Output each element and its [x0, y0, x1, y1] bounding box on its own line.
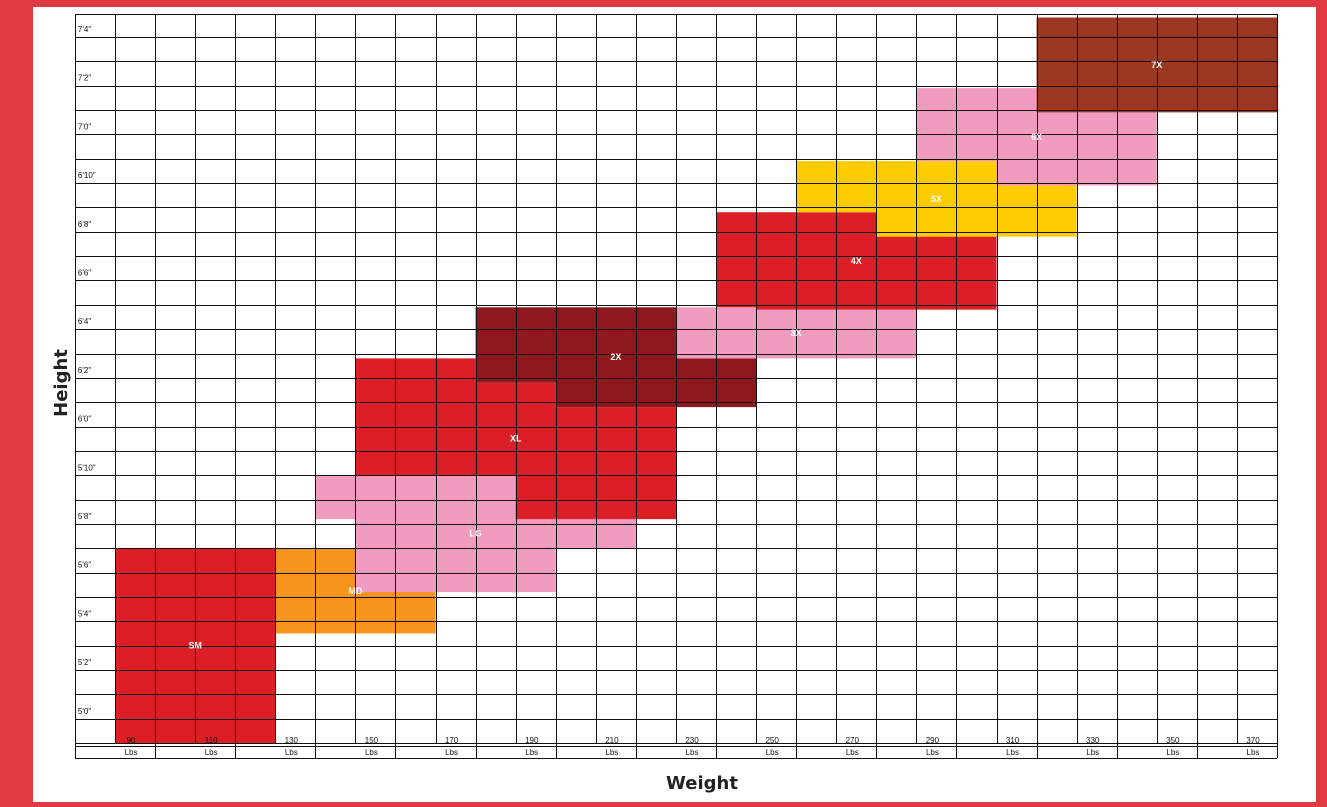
x-tick-unit: Lbs: [525, 748, 538, 757]
x-tick-label: 330: [1086, 736, 1100, 745]
y-tick-label: 5'2": [78, 658, 91, 667]
x-tick-unit: Lbs: [926, 748, 939, 757]
x-tick-unit: Lbs: [285, 748, 298, 757]
size-region-label-3x: 3X: [791, 328, 802, 338]
size-region-label-lg: LG: [469, 529, 482, 539]
size-region-label-7x: 7X: [1151, 60, 1162, 70]
y-tick-label: 6'10": [78, 171, 96, 180]
size-region-label-md: MD: [348, 586, 362, 596]
size-region-label-xl: XL: [510, 434, 522, 444]
y-axis-title: Height: [51, 349, 72, 417]
y-tick-label: 5'8": [78, 512, 91, 521]
x-tick-label: 370: [1246, 736, 1260, 745]
x-tick-unit: Lbs: [125, 748, 138, 757]
y-tick-label: 5'6": [78, 561, 91, 570]
size-region-xl: [355, 358, 676, 520]
y-tick-label: 6'2": [78, 366, 91, 375]
y-tick-label: 7'4": [78, 25, 91, 34]
x-tick-label: 90: [127, 736, 136, 745]
x-tick-label: 350: [1166, 736, 1180, 745]
size-region-5x: [796, 161, 1077, 237]
x-tick-label: 230: [685, 736, 699, 745]
y-tick-label: 6'0": [78, 415, 91, 424]
size-regions: [115, 17, 1278, 744]
y-tick-label: 6'8": [78, 220, 91, 229]
x-tick-unit: Lbs: [1006, 748, 1019, 757]
y-tick-label: 7'2": [78, 74, 91, 83]
size-region-label-sm: SM: [188, 641, 202, 651]
size-region-4x: [716, 212, 997, 310]
size-region-7x: [1036, 17, 1278, 113]
size-region-label-5x: 5X: [931, 194, 942, 204]
size-region-label-4x: 4X: [851, 256, 862, 266]
x-tick-unit: Lbs: [1166, 748, 1179, 757]
x-tick-label: 310: [1006, 736, 1020, 745]
x-tick-label: 190: [525, 736, 539, 745]
x-tick-label: 110: [205, 736, 218, 745]
x-tick-unit: Lbs: [686, 748, 699, 757]
grid-lines: [74, 14, 1278, 759]
y-tick-labels: 5'0" 5'2" 5'4" 5'6" 5'8" 5'10" 6'0" 6'2" 6'4" 6'6…: [78, 25, 96, 716]
x-tick-label: 250: [765, 736, 779, 745]
x-tick-unit: Lbs: [365, 748, 378, 757]
size-region-2x: [475, 307, 757, 408]
x-axis-title: Weight: [666, 773, 738, 794]
x-tick-label: 290: [926, 736, 940, 745]
y-tick-label: 7'0": [78, 122, 91, 131]
x-tick-unit: Lbs: [1086, 748, 1099, 757]
y-tick-label: 5'0": [78, 707, 91, 716]
y-tick-label: 6'4": [78, 317, 91, 326]
x-tick-label: 210: [605, 736, 619, 745]
x-tick-unit: Lbs: [1247, 748, 1260, 757]
x-tick-label: 270: [846, 736, 860, 745]
y-tick-label: 6'6": [78, 268, 91, 277]
x-tick-label: 130: [285, 736, 299, 745]
x-tick-unit: Lbs: [846, 748, 859, 757]
x-tick-unit: Lbs: [605, 748, 618, 757]
x-tick-unit: Lbs: [205, 748, 218, 757]
x-tick-unit: Lbs: [445, 748, 458, 757]
size-region-labels: SM MD LG XL 2X 3X 4X 5X 6X 7X: [188, 60, 1162, 651]
x-tick-label: 170: [445, 736, 459, 745]
y-tick-label: 5'4": [78, 609, 91, 618]
y-tick-label: 5'10": [78, 463, 96, 472]
x-tick-label: 150: [365, 736, 379, 745]
size-region-label-6x: 6X: [1031, 132, 1042, 142]
x-tick-labels: 90 Lbs 110 Lbs 130 Lbs 150 Lbs 170 Lbs 190 Lbs 210 Lb…: [125, 736, 1261, 757]
size-region-label-2x: 2X: [610, 352, 621, 362]
x-tick-unit: Lbs: [766, 748, 779, 757]
